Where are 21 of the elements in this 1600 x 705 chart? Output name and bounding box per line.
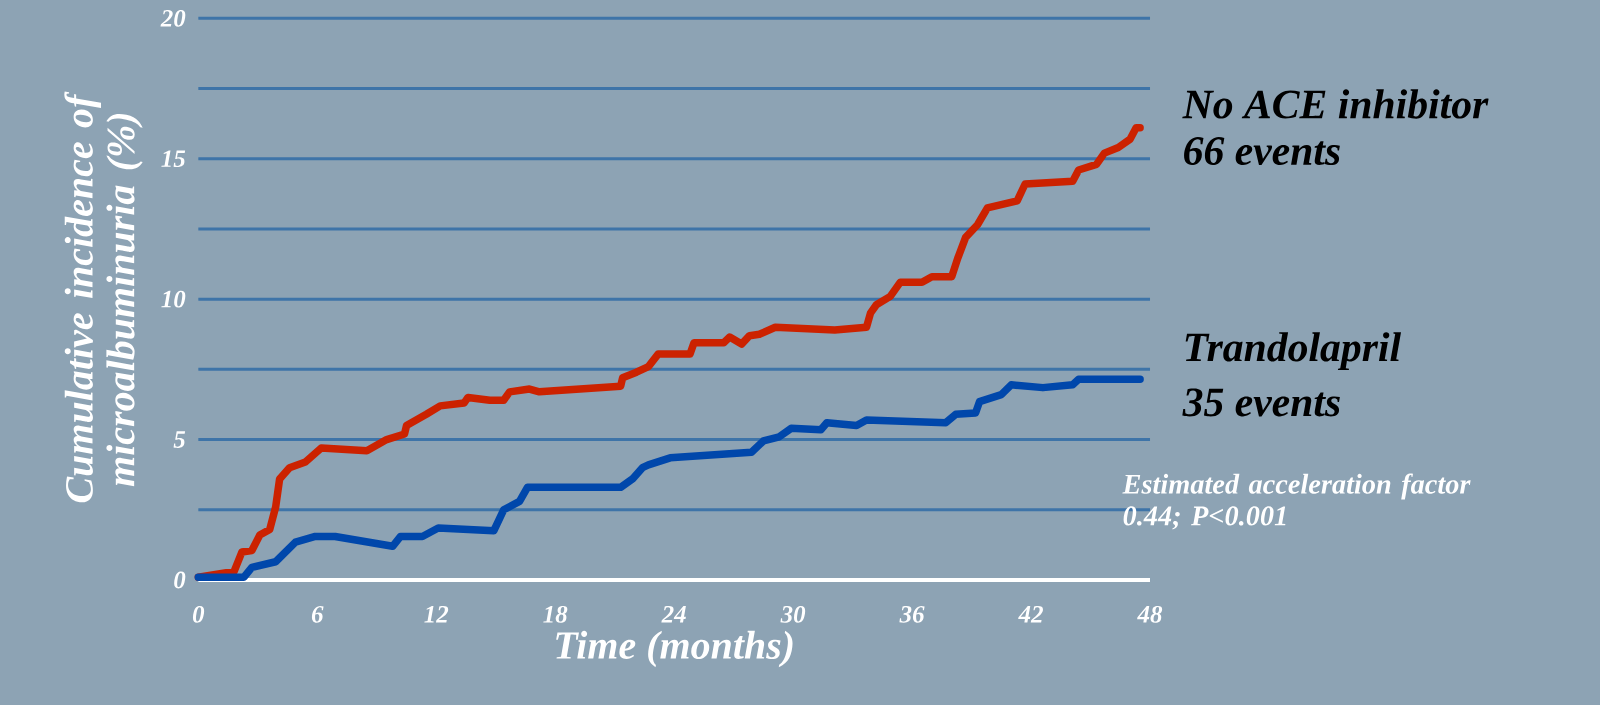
y-tick-label: 0 — [174, 571, 186, 589]
y-tick-label: 20 — [160, 9, 186, 27]
x-axis-title: Time (months) — [556, 630, 793, 668]
x-tick-label: 36 — [899, 605, 925, 623]
x-tick-label: 42 — [1018, 605, 1043, 623]
x-tick-label: 30 — [780, 605, 806, 623]
y-axis-title: Cumulative incidence of microalbuminuria (%) — [64, 91, 143, 503]
y-tick-label: 5 — [173, 431, 186, 448]
x-tick-label: 0 — [192, 605, 205, 623]
x-tick-label: 6 — [311, 605, 324, 623]
x-tick-label: 12 — [424, 605, 449, 623]
series-label: Trandolapril — [1185, 332, 1402, 370]
y-tick-label: 15 — [161, 150, 186, 168]
x-tick-label: 24 — [661, 605, 686, 623]
series-label: No ACE inhibitor — [1182, 89, 1489, 119]
x-tick-label: 18 — [543, 605, 568, 623]
x-tick-label: 48 — [1137, 605, 1163, 623]
text: 35 events — [1182, 388, 1340, 417]
y-tick-label: 10 — [161, 290, 186, 308]
annotation: Estimated acceleration factor 0.44; P<0.001 — [1122, 473, 1471, 530]
text: 66 events — [1184, 137, 1340, 166]
